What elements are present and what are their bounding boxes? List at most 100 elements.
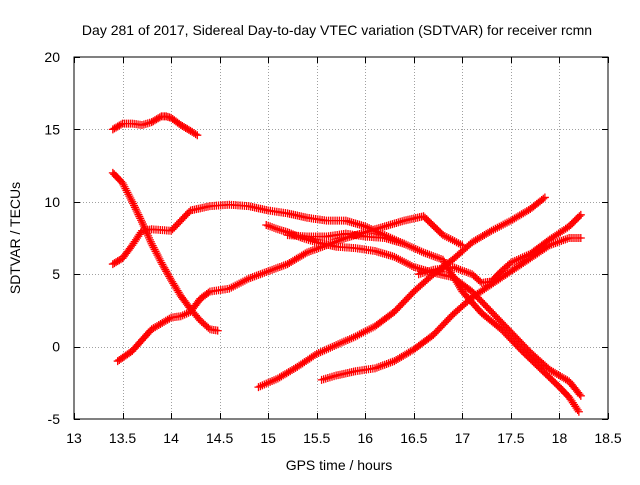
- x-tick-label: 14: [163, 430, 179, 446]
- series-track-segment: [188, 127, 200, 139]
- series-track-segment: [508, 250, 533, 266]
- series-track-segment: [227, 275, 251, 292]
- y-tick-label: 0: [52, 339, 60, 355]
- data-point: [576, 391, 585, 400]
- series-track-segment: [440, 232, 465, 249]
- y-tick-label: 10: [44, 194, 60, 210]
- series-track-segment: [207, 325, 220, 335]
- series-track-segment: [178, 122, 193, 134]
- data-point: [137, 218, 146, 227]
- series-track-segment: [372, 309, 397, 330]
- series-track-segment: [488, 268, 504, 284]
- data-point: [213, 326, 222, 335]
- series-track-segment: [537, 365, 562, 390]
- data-point: [254, 383, 263, 392]
- series-track-segment: [208, 285, 232, 296]
- axis-ticks: 13 13.5 14 14.5 15 15.5 16 16.5 17 17.5 18 18.5 -5 0 5…: [44, 49, 621, 446]
- x-tick-label: 16.5: [400, 430, 427, 446]
- series-track-segment: [187, 296, 204, 315]
- series-track-segment: [295, 351, 319, 370]
- series-track-segment: [479, 310, 504, 332]
- series-1: [108, 112, 202, 140]
- series-track-segment: [148, 241, 165, 265]
- y-tick-label: -5: [48, 411, 61, 427]
- data-point: [576, 234, 585, 242]
- series-track-segment: [246, 268, 271, 282]
- series-track-segment: [528, 242, 552, 262]
- series-track-segment: [547, 234, 572, 249]
- series-track-segment: [430, 312, 456, 338]
- series-track-segment: [527, 349, 553, 373]
- series-track-segment: [421, 249, 446, 263]
- series-track-segment: [168, 277, 184, 299]
- series-track-segment: [285, 209, 310, 222]
- x-tick-label: 17.5: [497, 430, 524, 446]
- x-tick-label: 15.5: [303, 430, 330, 446]
- series-track-segment: [547, 366, 572, 385]
- plot-frame: [73, 56, 609, 420]
- x-tick-label: 15: [260, 430, 276, 446]
- y-axis-label: SDTVAR / TECUs: [7, 182, 23, 294]
- series-track-segment: [508, 329, 533, 355]
- series-track-segment: [411, 271, 436, 295]
- data-point: [312, 349, 321, 358]
- series-track-segment: [334, 333, 358, 349]
- series-track-segment: [547, 223, 572, 243]
- series-4: [113, 212, 467, 366]
- data-point: [147, 239, 156, 248]
- series-track-segment: [566, 212, 584, 229]
- data-point: [506, 258, 515, 267]
- series-track-segment: [508, 206, 533, 224]
- series-track-segment: [518, 346, 543, 371]
- series-track-segment: [163, 112, 174, 122]
- series-track-segment: [129, 326, 155, 354]
- data-point: [157, 258, 166, 267]
- series-track-segment: [264, 221, 280, 233]
- series-track-segment: [469, 281, 494, 301]
- series-track-segment: [110, 255, 125, 268]
- series-track-segment: [129, 228, 145, 248]
- series-track-segment: [149, 225, 173, 235]
- series-track-segment: [391, 289, 417, 315]
- series-9: [414, 210, 585, 287]
- series-track-segment: [450, 263, 475, 278]
- data-point: [576, 210, 585, 219]
- x-tick-label: 14.5: [206, 430, 233, 446]
- series-track-segment: [489, 217, 513, 234]
- data-point: [574, 407, 583, 416]
- data-point: [400, 239, 409, 248]
- series-track-segment: [149, 314, 174, 333]
- chart-title: Day 281 of 2017, Sidereal Day-to-day VTE…: [82, 22, 592, 38]
- series-track-segment: [343, 217, 368, 230]
- series-track-segment: [527, 194, 548, 212]
- series-6: [254, 193, 549, 392]
- series-track-segment: [319, 372, 339, 384]
- data-point: [244, 274, 253, 283]
- series-track-segment: [450, 239, 475, 263]
- x-tick-label: 18.5: [594, 430, 621, 446]
- series-track-segment: [488, 309, 514, 335]
- series-track-segment: [508, 255, 533, 275]
- data-point: [118, 178, 127, 187]
- series-track-segment: [421, 213, 446, 238]
- series-markers: [108, 112, 585, 416]
- x-tick-label: 13.5: [109, 430, 136, 446]
- series-track-segment: [168, 208, 194, 234]
- series-track-segment: [392, 253, 416, 270]
- x-tick-label: 18: [552, 430, 568, 446]
- series-track-segment: [266, 260, 290, 275]
- y-tick-label: 20: [44, 49, 60, 65]
- series-track-segment: [256, 375, 280, 391]
- series-track-segment: [392, 346, 417, 365]
- series-7: [317, 234, 585, 384]
- series-track-segment: [498, 260, 514, 274]
- series-track-segment: [285, 249, 310, 268]
- series-track-segment: [556, 384, 572, 400]
- series-track-segment: [197, 317, 213, 332]
- series-track-segment: [178, 308, 193, 320]
- series-track-segment: [188, 202, 212, 215]
- series-track-segment: [314, 342, 339, 357]
- series-track-segment: [498, 326, 524, 352]
- data-point: [448, 262, 457, 271]
